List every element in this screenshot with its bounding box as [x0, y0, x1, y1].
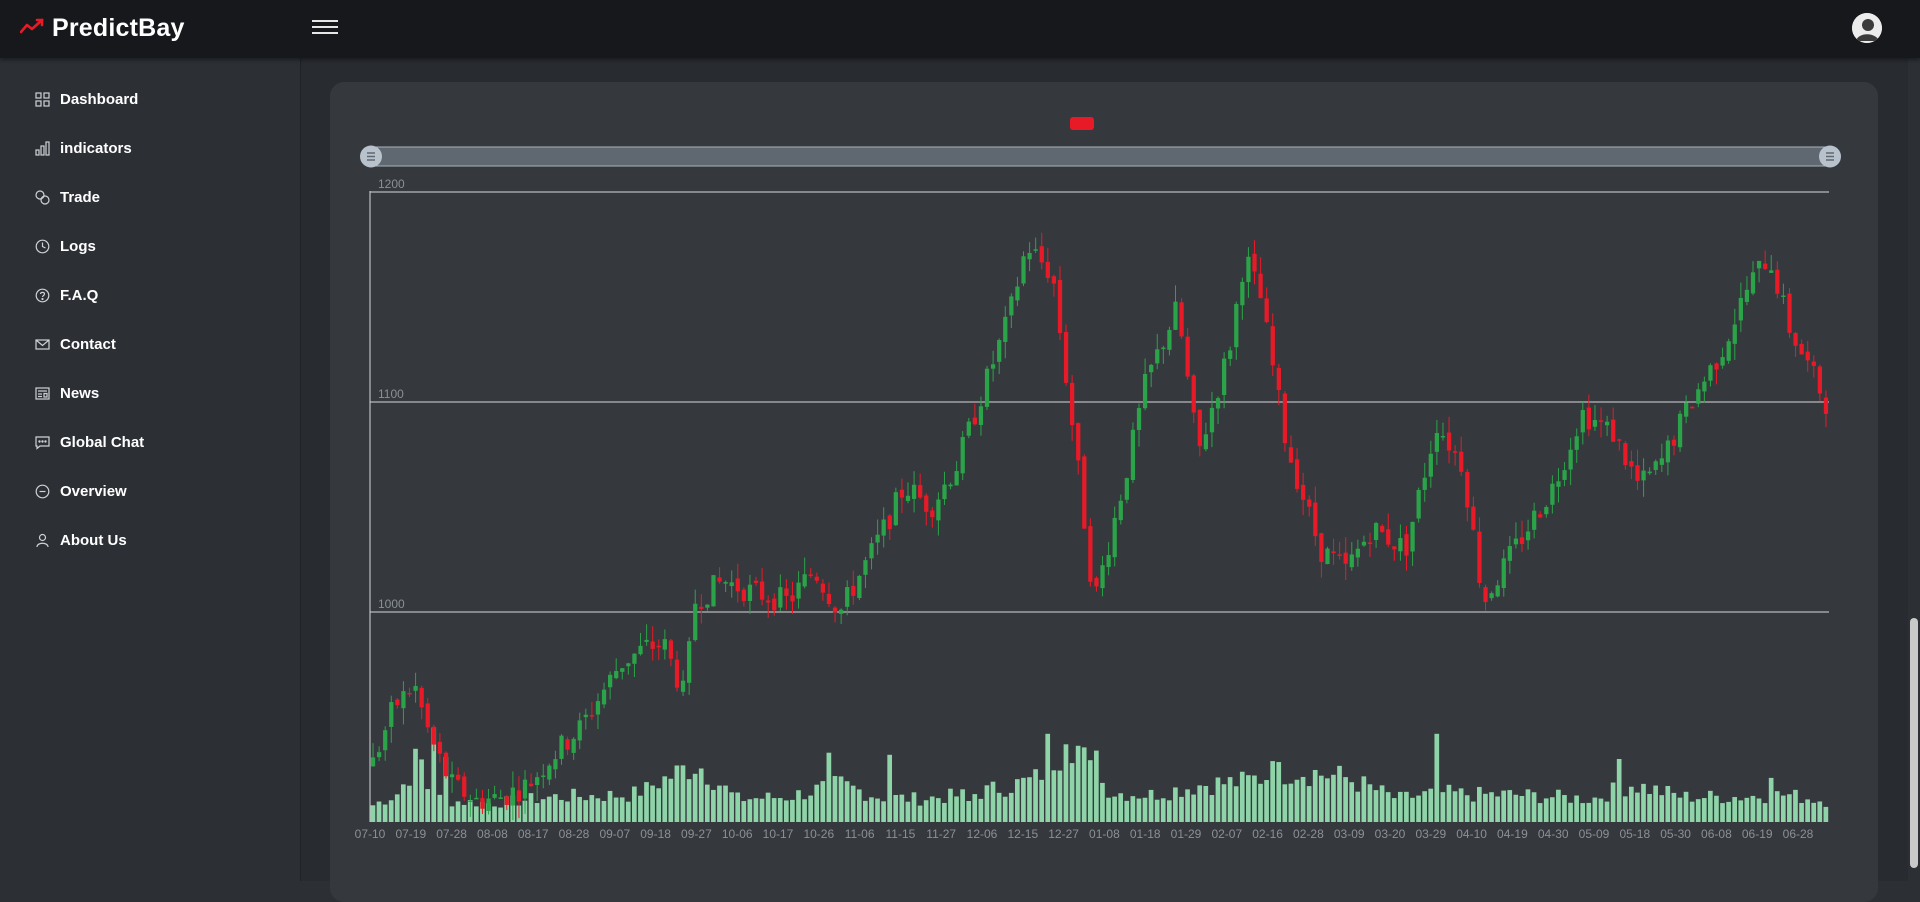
- sidebar-item-label: Logs: [60, 237, 96, 255]
- sidebar-item-trade[interactable]: Trade: [34, 186, 100, 208]
- chart-card: [330, 82, 1878, 902]
- sidebar-item-dashboard[interactable]: Dashboard: [34, 88, 138, 110]
- sidebar-item-news[interactable]: News: [34, 382, 99, 404]
- trend-line-icon: [19, 18, 44, 39]
- sidebar-item-label: Dashboard: [60, 90, 139, 108]
- newspaper-icon: [34, 385, 50, 401]
- sidebar-item-label: F.A.Q: [60, 286, 99, 304]
- sidebar-item-label: Trade: [60, 188, 101, 206]
- chart-legend-swatch[interactable]: [1070, 117, 1094, 130]
- clock-icon: [34, 238, 50, 254]
- sidebar-item-global-chat[interactable]: Global Chat: [34, 431, 144, 453]
- brand-logo[interactable]: PredictBay: [19, 12, 185, 44]
- person-icon: [34, 532, 50, 548]
- bar-chart-icon: [34, 140, 50, 156]
- top-navbar: PredictBay: [0, 0, 1920, 58]
- page-scrollbar[interactable]: [1908, 58, 1920, 881]
- sidebar-item-label: Global Chat: [60, 433, 145, 451]
- sidebar-item-faq[interactable]: F.A.Q: [34, 284, 98, 306]
- envelope-icon: [34, 336, 50, 352]
- question-circle-icon: [34, 287, 50, 303]
- sidebar: Dashboard indicators Trade Logs F.A.Q Co…: [0, 58, 301, 881]
- sidebar-item-label: About Us: [60, 531, 127, 549]
- sidebar-item-label: News: [60, 384, 100, 402]
- sidebar-item-indicators[interactable]: indicators: [34, 137, 132, 159]
- scrollbar-thumb[interactable]: [1910, 618, 1918, 868]
- user-avatar-icon[interactable]: [1852, 13, 1882, 43]
- brand-name: PredictBay: [52, 13, 185, 42]
- minus-circle-icon: [34, 483, 50, 499]
- sidebar-item-logs[interactable]: Logs: [34, 235, 96, 257]
- sidebar-item-label: Overview: [60, 482, 127, 500]
- sidebar-item-contact[interactable]: Contact: [34, 333, 116, 355]
- chat-icon: [34, 434, 50, 450]
- sidebar-item-label: Contact: [60, 335, 116, 353]
- sidebar-item-label: indicators: [60, 139, 132, 157]
- hamburger-icon[interactable]: [312, 16, 338, 40]
- coins-icon: [34, 189, 50, 205]
- sidebar-item-about-us[interactable]: About Us: [34, 529, 127, 551]
- sidebar-item-overview[interactable]: Overview: [34, 480, 127, 502]
- grid-icon: [34, 91, 50, 107]
